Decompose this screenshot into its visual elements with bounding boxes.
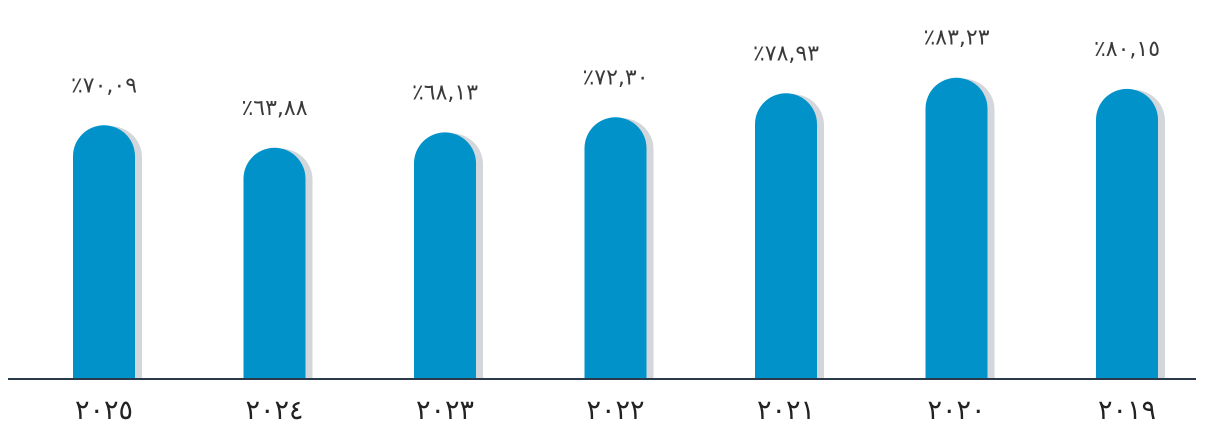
bar-value-label: ٪٧٠,٠٩ — [71, 73, 137, 98]
value-labels: ٪٧٠,٠٩ ٪٦٣,٨٨ ٪٦٨,١٣ ٪٧٢,٣٠ ٪٧٨,٩٣ ٪٨٣,٢٣ ٪٨٠,… — [71, 26, 1160, 121]
bar-value-label: ٪٦٣,٨٨ — [241, 96, 307, 121]
x-tick-label: ٢٠٢٤ — [245, 395, 303, 426]
bars — [73, 77, 1158, 380]
x-tick-label: ٢٠٢٢ — [586, 395, 644, 426]
bar-value-label: ٪٦٨,١٣ — [412, 80, 478, 105]
x-tick-label: ٢٠٢٣ — [416, 395, 474, 426]
x-tick-label: ٢٠٢٥ — [75, 395, 133, 426]
bar — [755, 93, 817, 380]
bar-value-label: ٪٨٠,١٥ — [1094, 37, 1160, 62]
bar-value-label: ٪٧٨,٩٣ — [753, 41, 819, 66]
bar — [925, 77, 988, 379]
bar — [73, 125, 135, 379]
bar — [414, 132, 476, 379]
x-tick-label: ٢٠٢٠ — [927, 395, 985, 426]
bar — [243, 147, 306, 379]
bar — [1096, 88, 1158, 379]
bar-value-label: ٪٧٢,٣٠ — [582, 65, 648, 90]
x-tick-label: ٢٠١٩ — [1098, 395, 1156, 426]
bar — [584, 117, 647, 380]
category-labels: ٢٠٢٥ ٢٠٢٤ ٢٠٢٣ ٢٠٢٢ ٢٠٢١ ٢٠٢٠ ٢٠١٩ — [75, 395, 1156, 426]
bar-value-label: ٪٨٣,٢٣ — [923, 26, 989, 51]
x-tick-label: ٢٠٢١ — [757, 395, 815, 426]
